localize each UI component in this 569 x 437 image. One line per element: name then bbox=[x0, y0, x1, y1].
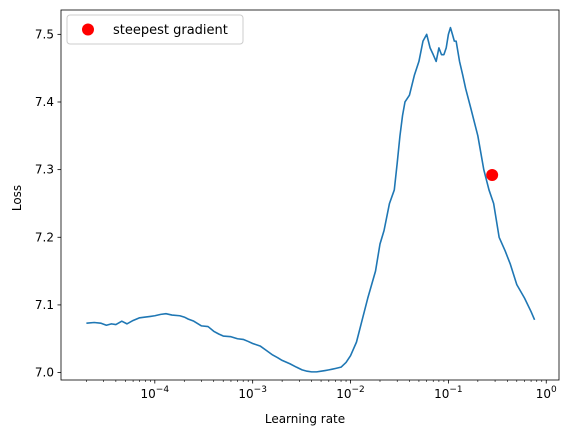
y-tick-label: 7.0 bbox=[35, 366, 54, 380]
y-tick-label: 7.4 bbox=[35, 95, 54, 109]
legend: steepest gradient bbox=[66, 14, 244, 45]
x-tick-label: 10−4 bbox=[141, 385, 170, 401]
axes-frame bbox=[60, 9, 560, 381]
y-axis-ticks: 7.0 7.1 7.2 7.3 7.4 7.5 bbox=[35, 27, 61, 380]
plot-area bbox=[60, 9, 560, 381]
y-tick-label: 7.5 bbox=[35, 27, 54, 41]
x-axis-ticks: 10−4 10−3 10−2 10−1 100 bbox=[86, 380, 557, 401]
legend-marker-icon bbox=[82, 23, 94, 36]
legend-label: steepest gradient bbox=[113, 23, 228, 38]
y-axis-label: Loss bbox=[10, 185, 24, 211]
y-tick-label: 7.1 bbox=[35, 298, 54, 312]
x-tick-label: 10−3 bbox=[238, 385, 267, 401]
steepest-gradient-point bbox=[486, 169, 499, 182]
x-tick-label: 10−1 bbox=[434, 385, 463, 401]
y-tick-label: 7.3 bbox=[35, 163, 54, 177]
y-tick-label: 7.2 bbox=[35, 230, 54, 244]
x-tick-label: 100 bbox=[536, 385, 557, 401]
loss-series-line bbox=[86, 26, 536, 373]
x-axis-label: Learning rate bbox=[265, 412, 345, 426]
x-tick-label: 10−2 bbox=[336, 385, 365, 401]
legend-frame bbox=[66, 14, 244, 45]
